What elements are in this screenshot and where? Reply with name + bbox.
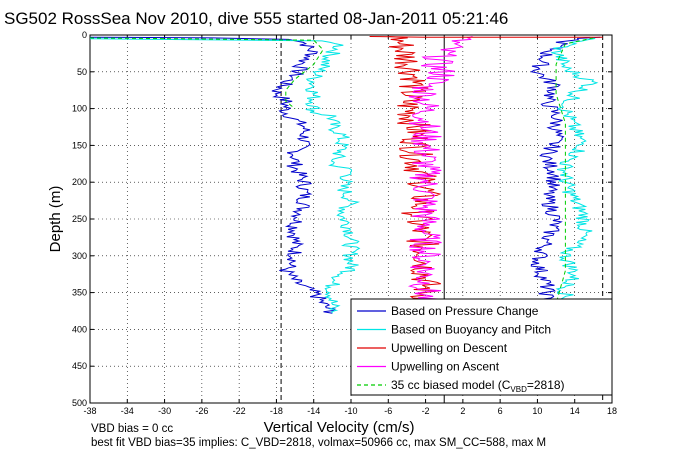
footer-line-2: best fit VBD bias=35 implies: C_VBD=2818… bbox=[91, 437, 546, 449]
legend-label: Upwelling on Ascent bbox=[391, 360, 500, 374]
y-tick-label: 0 bbox=[82, 30, 87, 40]
x-tick-label: -6 bbox=[384, 406, 392, 416]
y-tick-label: 300 bbox=[72, 251, 87, 261]
y-tick-label: 50 bbox=[77, 67, 87, 77]
series-upwelling_ascent bbox=[407, 36, 473, 305]
x-tick-label: -38 bbox=[83, 406, 96, 416]
y-tick-label: 450 bbox=[72, 361, 87, 371]
x-tick-label: 2 bbox=[460, 406, 465, 416]
series-pressure_descent bbox=[89, 36, 336, 314]
series-buoyancy_descent bbox=[89, 38, 361, 314]
x-tick-label: -18 bbox=[270, 406, 283, 416]
y-tick-label: 200 bbox=[72, 177, 87, 187]
x-tick-label: -14 bbox=[307, 406, 320, 416]
y-tick-label: 150 bbox=[72, 140, 87, 150]
legend-label: Based on Pressure Change bbox=[391, 304, 539, 318]
series-surface_red bbox=[369, 36, 603, 38]
x-tick-label: -10 bbox=[344, 406, 357, 416]
y-axis-label: Depth (m) bbox=[47, 186, 64, 253]
series-model_ascent bbox=[555, 37, 594, 304]
legend: Based on Pressure Change Based on Buoyanc… bbox=[350, 298, 613, 396]
legend-label: Upwelling on Descent bbox=[391, 341, 508, 355]
legend-label: Based on Buoyancy and Pitch bbox=[391, 323, 551, 337]
x-tick-label: -22 bbox=[233, 406, 246, 416]
y-tick-label: 250 bbox=[72, 214, 87, 224]
x-tick-label: -30 bbox=[158, 406, 171, 416]
series-buoyancy_ascent bbox=[551, 36, 599, 304]
x-tick-label: 14 bbox=[570, 406, 580, 416]
chart-title: SG502 RossSea Nov 2010, dive 555 started… bbox=[4, 9, 508, 28]
x-tick-label: -26 bbox=[195, 406, 208, 416]
legend-box bbox=[350, 298, 613, 396]
series-model_descent bbox=[89, 37, 324, 109]
legend-label-tail: =2818) bbox=[527, 378, 565, 392]
y-tick-label: 400 bbox=[72, 324, 87, 334]
x-tick-label: -34 bbox=[121, 406, 134, 416]
y-tick-label: 350 bbox=[72, 288, 87, 298]
legend-label-subscript: VBD bbox=[510, 385, 527, 394]
legend-label: 35 cc biased model (CVBD=2818) bbox=[391, 378, 565, 394]
series-pressure_ascent bbox=[530, 36, 601, 304]
x-axis-label: Vertical Velocity (cm/s) bbox=[264, 419, 415, 436]
y-tick-label: 100 bbox=[72, 104, 87, 114]
series-upwelling_descent bbox=[389, 36, 442, 305]
y-tick-label: 500 bbox=[72, 398, 87, 408]
x-tick-label: 10 bbox=[532, 406, 542, 416]
x-tick-label: 18 bbox=[607, 406, 617, 416]
legend-label-main: 35 cc biased model (C bbox=[391, 378, 511, 392]
x-tick-label: 6 bbox=[498, 406, 503, 416]
x-tick-label: -2 bbox=[422, 406, 430, 416]
footer-line-1: VBD bias = 0 cc bbox=[91, 423, 173, 435]
